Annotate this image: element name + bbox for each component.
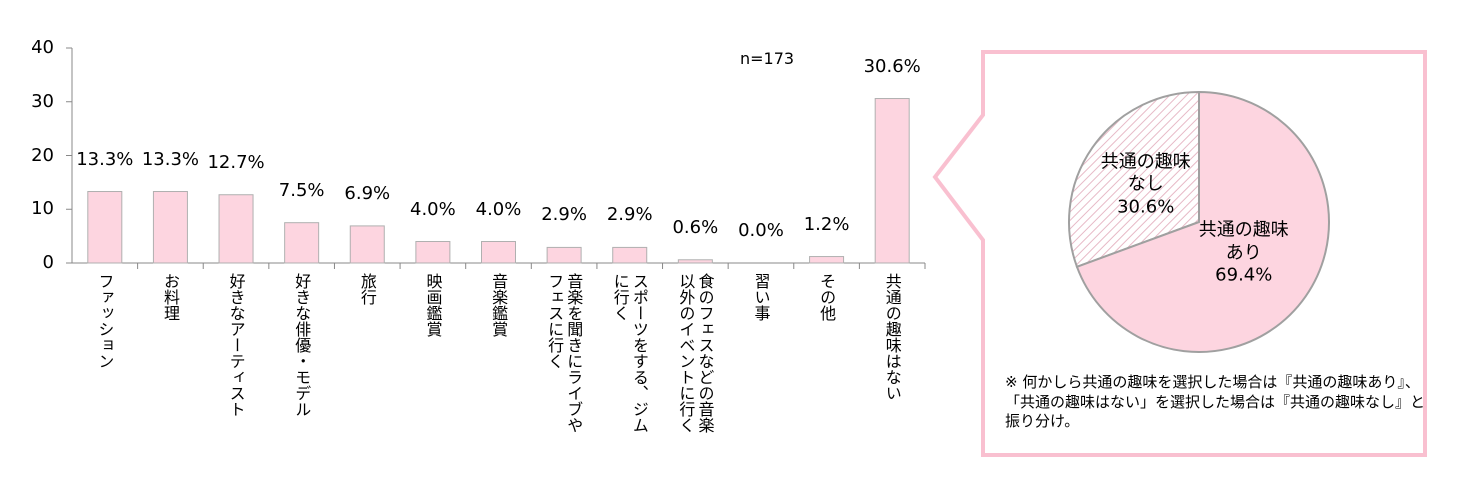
legend-label: 共通の趣味 あり: [1198, 219, 1289, 264]
pie-slice: [1067, 90, 1200, 269]
annotation: n=173: [740, 49, 795, 68]
x-tick-label: 好きなアーティスト: [226, 273, 246, 417]
y-tick-label: 10: [31, 198, 54, 220]
legend-label: 共通の趣味 なし: [1100, 151, 1191, 195]
x-tick-label: 旅行: [357, 273, 377, 305]
y-tick-label: 0: [42, 252, 54, 273]
bar: [546, 246, 582, 264]
value-label: 1.2%: [803, 213, 850, 235]
bar: [284, 222, 320, 264]
x-tick-label: お料理: [161, 273, 181, 321]
value-label: 2.9%: [541, 204, 587, 226]
bar: [481, 241, 516, 264]
x-tick-label: スポーツをする、ジム に行く: [610, 273, 649, 433]
x-tick-label: 音楽を聞きにライブや フェスに行く: [545, 273, 584, 433]
bar: [677, 259, 713, 264]
bar: [87, 191, 123, 264]
note: ※ 何かしら共通の趣味を選択した場合は『共通の趣味あり』、「共通の趣味はない」を…: [1005, 373, 1426, 430]
bar: [349, 225, 385, 264]
bar: [612, 246, 648, 264]
pie-label: 共通の趣味 あり 69.4%: [1199, 220, 1289, 288]
value-label: 4.0%: [475, 198, 522, 220]
pie-slice: [1075, 90, 1330, 353]
x-tick-label: 音楽鑑賞: [489, 273, 509, 337]
bar: [218, 194, 254, 264]
x-tick-label: その他: [817, 273, 837, 321]
bar: [809, 256, 845, 264]
y-tick-label: 30: [31, 90, 54, 112]
pie-value-label: 69.4%: [1215, 264, 1273, 286]
value-label: 30.6%: [863, 55, 921, 77]
bar: [415, 241, 451, 264]
value-label: 0.0%: [738, 220, 784, 241]
x-tick-label: 共通の趣味はない: [882, 273, 902, 401]
value-label: 2.9%: [606, 204, 653, 226]
value-label: 0.6%: [672, 216, 719, 238]
value-label: 7.5%: [278, 179, 325, 201]
x-tick-label: 映画鑑賞: [423, 273, 443, 337]
y-tick-label: 20: [31, 144, 54, 166]
value-label: 12.7%: [207, 151, 265, 173]
x-tick-label: 習い事: [751, 273, 771, 321]
value-label: 13.3%: [141, 148, 200, 170]
x-tick-label: 食のフェスなどの音楽 以外のイベントに行く: [676, 273, 715, 433]
x-tick-label: ファッション: [95, 273, 115, 369]
bar: [152, 191, 188, 264]
y-tick-label: 40: [31, 37, 54, 58]
value-label: 13.3%: [76, 148, 134, 170]
x-tick-label: 好きな俳優・モデル: [292, 273, 312, 417]
bar: [874, 98, 910, 264]
pie-label: 共通の趣味 なし 30.6%: [1101, 151, 1191, 219]
value-label: 6.9%: [344, 182, 391, 204]
value-label: 4.0%: [410, 198, 456, 220]
pie-value-label: 30.6%: [1117, 196, 1175, 218]
